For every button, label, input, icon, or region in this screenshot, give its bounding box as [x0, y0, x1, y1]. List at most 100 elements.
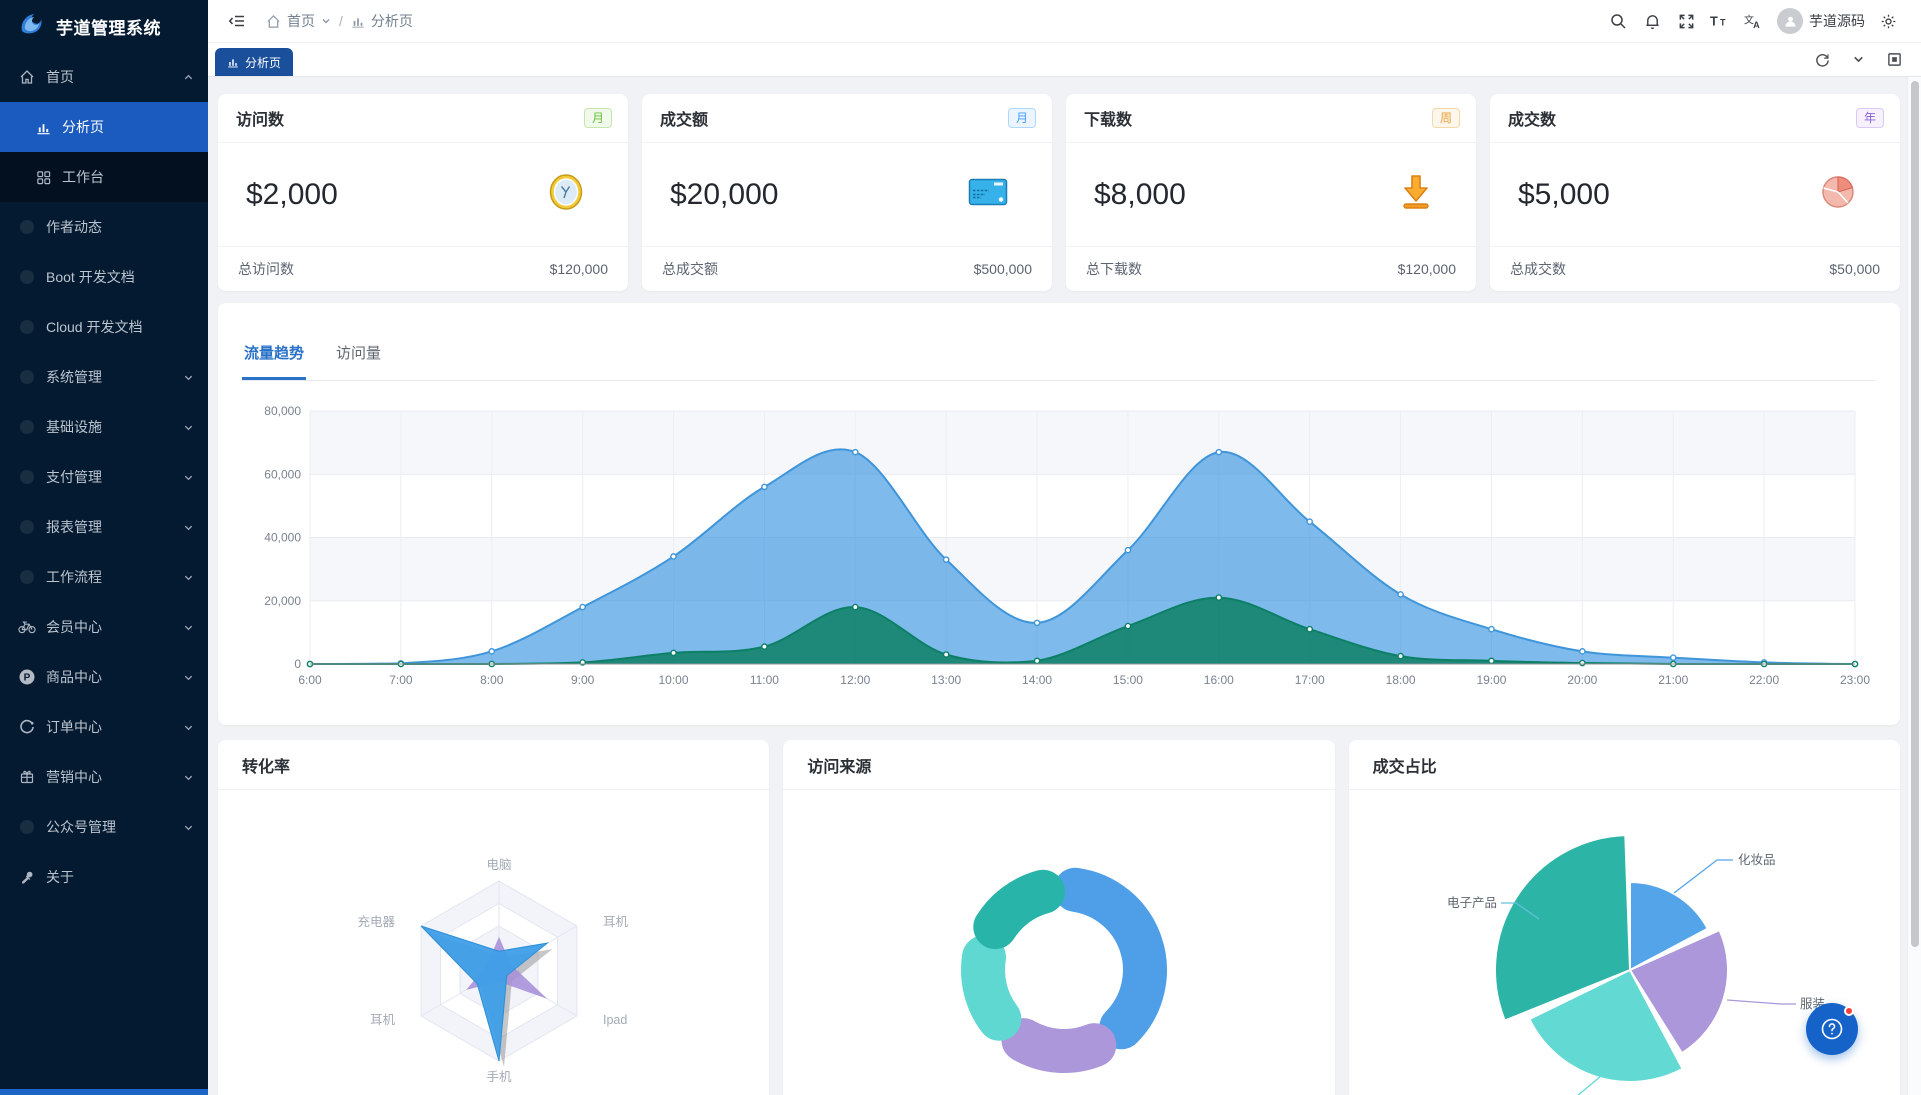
trend-tab[interactable]: 访问量 — [336, 345, 382, 362]
svg-text:T: T — [1710, 14, 1718, 29]
stat-footer-value: $120,000 — [549, 261, 608, 277]
svg-text:T: T — [1720, 18, 1726, 28]
visit-source-donut-chart[interactable] — [783, 790, 1332, 1095]
scrollbar-thumb[interactable] — [1911, 81, 1919, 947]
svg-text:15:00: 15:00 — [1113, 673, 1143, 687]
placeholder-icon — [18, 818, 36, 836]
svg-text:耳机: 耳机 — [603, 915, 629, 929]
sidebar-item[interactable]: Cloud 开发文档 — [0, 302, 208, 352]
svg-text:20:00: 20:00 — [1567, 673, 1597, 687]
notification-bell-icon[interactable] — [1637, 6, 1667, 36]
sidebar-item[interactable]: 公众号管理 — [0, 802, 208, 852]
sidebar-collapse-strip[interactable] — [0, 1089, 208, 1095]
search-icon[interactable] — [1603, 6, 1633, 36]
tabbar: 分析页 — [208, 43, 1921, 77]
svg-text:21:00: 21:00 — [1658, 673, 1688, 687]
chevron-down-icon — [183, 372, 194, 383]
fullscreen-icon[interactable] — [1671, 6, 1701, 36]
placeholder-icon — [18, 518, 36, 536]
vertical-scrollbar[interactable] — [1907, 77, 1921, 1095]
analysis-icon — [34, 118, 52, 136]
sidebar-item[interactable]: 订单中心 — [0, 702, 208, 752]
sidebar-item[interactable]: P 商品中心 — [0, 652, 208, 702]
chevron-down-icon — [183, 622, 194, 633]
stat-footer-label: 总下载数 — [1086, 261, 1142, 277]
svg-text:10:00: 10:00 — [659, 673, 689, 687]
breadcrumb-separator: / — [339, 13, 343, 29]
user-menu[interactable]: 芋道源码 — [1777, 8, 1865, 34]
sidebar-item-label: 工作流程 — [46, 569, 102, 585]
tabbar-tools — [1811, 43, 1921, 76]
stats-row: 访问数 月 $2,000 总访问数 $120,000 成交额 月 $20,000 总成交额 $50… — [218, 94, 1900, 291]
breadcrumb-root[interactable]: 首页 — [287, 13, 315, 29]
sidebar-item[interactable]: 作者动态 — [0, 202, 208, 252]
chevron-down-icon — [183, 522, 194, 533]
sidebar-item[interactable]: 营销中心 — [0, 752, 208, 802]
sidebar-item-label: 商品中心 — [46, 669, 102, 685]
chevron-down-icon — [183, 772, 194, 783]
bar-chart-icon — [351, 14, 365, 28]
maximize-icon[interactable] — [1883, 49, 1905, 71]
sidebar-item-label: 会员中心 — [46, 619, 102, 635]
chevron-up-icon — [183, 72, 194, 83]
chevron-down-icon — [183, 572, 194, 583]
placeholder-icon — [18, 218, 36, 236]
stat-card: 下载数 周 $8,000 总下载数 $120,000 — [1066, 94, 1476, 291]
sidebar-item[interactable]: 基础设施 — [0, 402, 208, 452]
svg-text:13:00: 13:00 — [931, 673, 961, 687]
marketing-icon — [18, 768, 36, 786]
svg-text:11:00: 11:00 — [750, 673, 779, 687]
trend-tab[interactable]: 流量趋势 — [242, 342, 307, 380]
breadcrumb-current[interactable]: 分析页 — [370, 13, 413, 29]
svg-text:12:00: 12:00 — [840, 673, 870, 687]
chevron-down-icon[interactable] — [1847, 49, 1869, 71]
sidebar-item[interactable]: 工作台 — [0, 152, 208, 202]
svg-text:40,000: 40,000 — [264, 531, 301, 545]
sidebar-item[interactable]: 报表管理 — [0, 502, 208, 552]
chevron-down-icon[interactable] — [321, 16, 331, 26]
chevron-down-icon — [183, 722, 194, 733]
stat-value: $2,000 — [246, 177, 338, 211]
stat-footer-value: $120,000 — [1397, 261, 1456, 277]
sidebar-menu: 首页 分析页 工作台 作者动态 Boot 开发文档 Cloud 开发文档 系统管理 基础设施支… — [0, 52, 208, 902]
sidebar-item-label: 支付管理 — [46, 469, 102, 485]
svg-text:19:00: 19:00 — [1476, 673, 1506, 687]
sidebar-item[interactable]: Boot 开发文档 — [0, 252, 208, 302]
svg-text:电脑: 电脑 — [486, 858, 511, 872]
conversion-rate-card: 转化率 电脑 耳机 Ipad 手机 耳机 充电器 — [218, 740, 770, 1095]
collapse-sidebar-icon[interactable] — [222, 6, 252, 36]
stat-period-badge: 年 — [1855, 108, 1884, 128]
sidebar-item[interactable]: 支付管理 — [0, 452, 208, 502]
svg-text:18:00: 18:00 — [1386, 673, 1416, 687]
svg-text:22:00: 22:00 — [1749, 673, 1779, 687]
breadcrumb: 首页 / 分析页 — [266, 11, 413, 31]
sidebar-item-label: Boot 开发文档 — [46, 269, 135, 285]
home-icon[interactable] — [266, 14, 281, 29]
help-button[interactable] — [1806, 1003, 1858, 1055]
sidebar-item[interactable]: 会员中心 — [0, 602, 208, 652]
stat-footer-value: $50,000 — [1829, 261, 1880, 277]
sidebar-item[interactable]: 首页 — [0, 52, 208, 102]
stat-title: 下载数 — [1084, 112, 1133, 129]
sidebar-item[interactable]: 工作流程 — [0, 552, 208, 602]
traffic-trend-chart[interactable]: 0 20,000 40,000 60,000 80,000 6:00 7:00 8:00 9:0… — [242, 381, 1876, 716]
sidebar-item[interactable]: 分析页 — [0, 102, 208, 152]
tab-analysis-page[interactable]: 分析页 — [215, 48, 294, 76]
settings-gear-icon[interactable] — [1873, 6, 1903, 36]
stat-title: 成交数 — [1508, 112, 1557, 129]
workbench-icon — [34, 168, 52, 186]
visit-source-card: 访问来源 — [783, 740, 1335, 1095]
stat-footer-value: $500,000 — [973, 261, 1032, 277]
sidebar-item[interactable]: 关于 — [0, 852, 208, 902]
stat-card: 成交数 年 $5,000 总成交数 $50,000 — [1490, 94, 1900, 291]
app-logo[interactable]: 芋道管理系统 — [0, 0, 208, 52]
svg-text:A: A — [1753, 19, 1760, 29]
refresh-icon[interactable] — [1811, 49, 1833, 71]
sidebar-item[interactable]: 系统管理 — [0, 352, 208, 402]
